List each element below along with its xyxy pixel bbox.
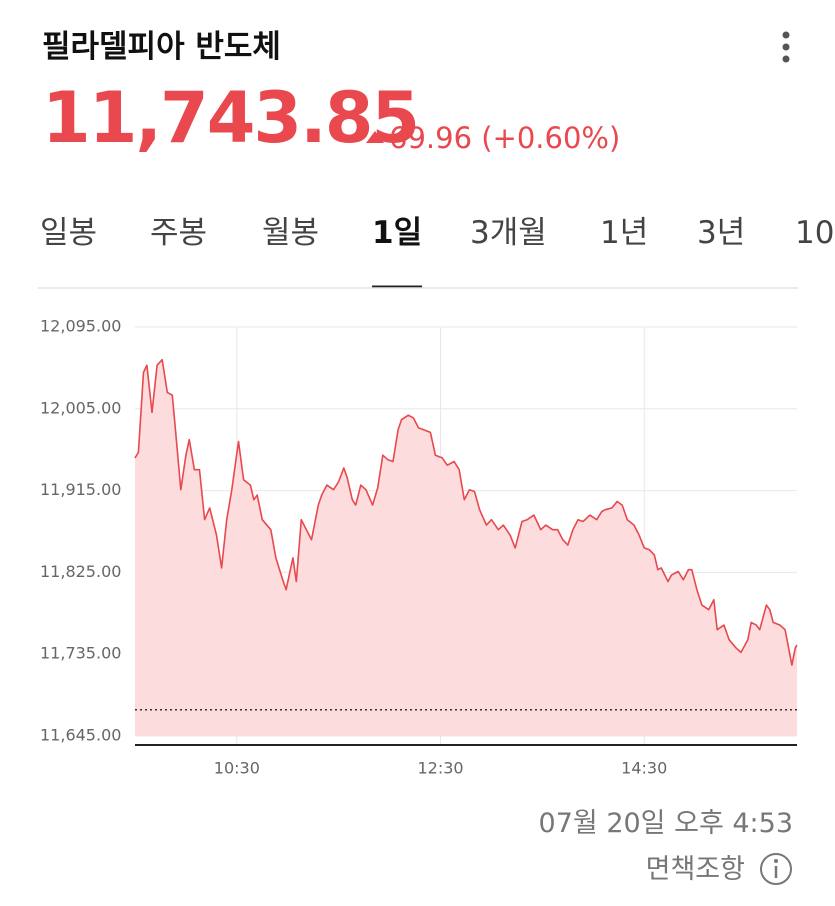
tab[interactable]: 1년 bbox=[600, 215, 648, 251]
y-tick-label: 11,825.00 bbox=[40, 562, 121, 581]
x-tick-label: 10:30 bbox=[214, 759, 260, 778]
tab[interactable]: 10 bbox=[795, 215, 834, 251]
y-tick-label: 12,005.00 bbox=[40, 398, 121, 417]
price-change: 69.96 (+0.60%) bbox=[389, 121, 620, 155]
y-tick-label: 12,095.00 bbox=[40, 317, 121, 336]
price-line bbox=[134, 358, 798, 666]
disclaimer[interactable]: 면책조항 bbox=[646, 854, 745, 885]
tab[interactable]: 3개월 bbox=[470, 215, 547, 251]
x-tick-label: 12:30 bbox=[417, 759, 463, 778]
tab[interactable]: 일봉 bbox=[40, 215, 97, 251]
area-fill bbox=[135, 359, 797, 736]
y-tick-label: 11,645.00 bbox=[40, 726, 121, 745]
info-icon[interactable] bbox=[760, 853, 792, 885]
tab[interactable]: 1일 bbox=[372, 215, 422, 251]
x-tick-label: 14:30 bbox=[621, 759, 667, 778]
up-arrow bbox=[366, 131, 384, 143]
y-tick-label: 11,735.00 bbox=[40, 644, 121, 663]
chart: 12,095.00 12,005.00 11,915.00 11,825.00 11,7… bbox=[40, 317, 798, 778]
timestamp: 07월 20일 오후 4:53 bbox=[539, 808, 793, 839]
tab[interactable]: 3년 bbox=[697, 215, 745, 251]
index-title: 필라델피아 반도체 bbox=[42, 29, 281, 65]
tab[interactable]: 주봉 bbox=[150, 215, 207, 251]
price: 11,743.85 bbox=[42, 77, 418, 159]
more-menu[interactable] bbox=[782, 31, 790, 63]
tab[interactable]: 월봉 bbox=[262, 215, 319, 251]
y-tick-label: 11,915.00 bbox=[40, 480, 121, 499]
tabs: 일봉 주봉 월봉 1일 3개월 1년 3년 10 bbox=[40, 215, 834, 289]
